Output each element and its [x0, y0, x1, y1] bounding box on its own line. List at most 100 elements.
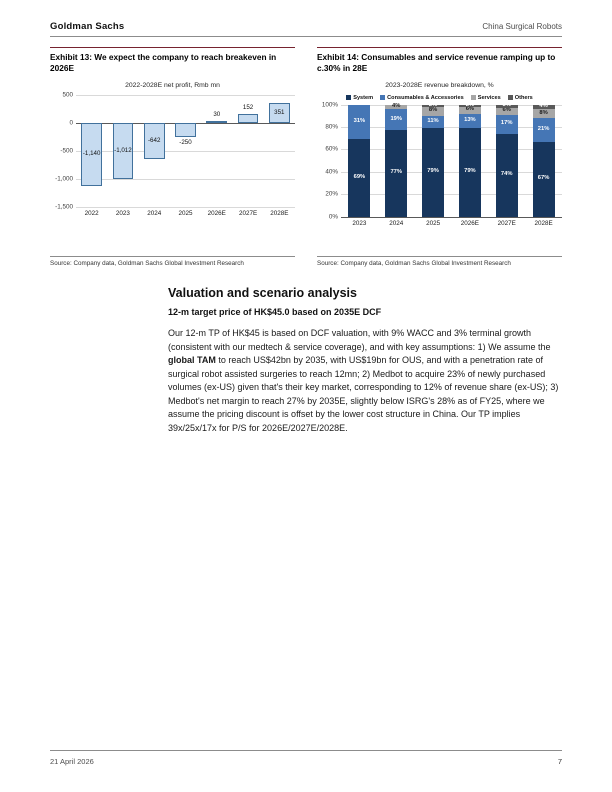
- exhibit-13-chart-title: 2022-2028E net profit, Rmb mn: [125, 81, 220, 89]
- net-profit-bar-2025: [175, 122, 196, 137]
- bar-column-2022: -1,140: [76, 95, 107, 207]
- exhibit-13: Exhibit 13: We expect the company to rea…: [50, 47, 295, 267]
- footer-divider: [50, 750, 562, 751]
- y-axis-tick-label: 500: [62, 91, 73, 99]
- segment-system-2024: [385, 130, 408, 217]
- exhibit-14: Exhibit 14: Consumables and service reve…: [317, 47, 562, 267]
- inline-text: Our 12-m TP of HK$45 is based on DCF val…: [168, 328, 551, 352]
- exhibit-13-source: Source: Company data, Goldman Sachs Glob…: [50, 260, 244, 267]
- legend-swatch-consumables-accessories: [380, 95, 386, 101]
- header-divider: [50, 36, 562, 37]
- segment-value-label: 6%: [465, 106, 475, 113]
- segment-others-2027e: [495, 104, 518, 108]
- y-axis-tick-label: 40%: [325, 168, 338, 176]
- revenue-chart-area: 0% 20% 40% 60% 80% 100% 69% 31% 77% 19% 4% 79% 11% 8%…: [317, 101, 562, 221]
- segment-value-label: 6%: [502, 107, 511, 114]
- exhibit-14-top-rule: [317, 47, 562, 48]
- legend-swatch-system: [346, 95, 352, 101]
- revenue-breakdown-stacked-chart: System Consumables & Accessories Services O…: [317, 95, 562, 227]
- bar-value-label: 152: [242, 104, 254, 112]
- x-axis-label: 2028E: [270, 209, 289, 217]
- x-axis: 2023 2024 2025 2026E 2027E 2028E: [341, 220, 562, 227]
- segment-value-label: 8%: [539, 109, 548, 116]
- gridline: [341, 194, 562, 196]
- x-axis-label: 2027E: [238, 209, 258, 217]
- document-title: China Surgical Robots: [482, 22, 562, 31]
- plot-area: -1,140 -1,012 -642 -250 30 152 351: [76, 94, 295, 208]
- exhibit-13-source-divider: [50, 256, 295, 260]
- segment-consumables-accessories-2025: [422, 115, 445, 129]
- bar-value-label: -1,012: [114, 146, 132, 154]
- stacked-column-2025: 79% 11% 8% 2%: [415, 102, 452, 217]
- x-axis-label: 2024: [389, 219, 404, 227]
- inline-text: to reach US$42bn by 2035, with US$19bn f…: [168, 355, 559, 433]
- section-heading: Valuation and scenario analysis: [168, 286, 357, 300]
- y-axis-tick-label: -1,500: [55, 203, 73, 211]
- segment-value-label: 8%: [428, 107, 438, 114]
- stacked-column-2028e: 67% 21% 8% 4%: [525, 102, 562, 217]
- stacked-column-2027e: 74% 17% 6% 3%: [488, 102, 525, 217]
- net-profit-bar-2026e: [206, 120, 228, 123]
- y-axis-tick-label: -1,000: [55, 175, 73, 183]
- segment-consumables-accessories-2026e: [458, 113, 481, 129]
- page-header: Goldman Sachs China Surgical Robots: [50, 21, 562, 32]
- y-axis-tick-label: 100%: [321, 101, 338, 109]
- gridline: [76, 206, 295, 208]
- segment-others-2028e: [532, 104, 555, 110]
- legend-label: System: [353, 94, 374, 101]
- segment-system-2028e: [532, 141, 555, 217]
- y-axis: 0% 20% 40% 60% 80% 100%: [317, 101, 341, 221]
- segment-value-label: 69%: [353, 173, 366, 180]
- segment-value-label: 17%: [500, 120, 513, 127]
- brand-logo-text: Goldman Sachs: [50, 21, 125, 32]
- segment-value-label: 11%: [427, 117, 439, 124]
- x-axis-label: 2026E: [207, 209, 226, 217]
- segment-consumables-accessories-2027e: [495, 114, 518, 134]
- segment-value-label: 3%: [502, 102, 511, 109]
- bar-column-2025: -250: [170, 95, 201, 207]
- segment-value-label: 4%: [392, 102, 401, 109]
- legend-label: Services: [477, 94, 501, 101]
- segment-value-label: 13%: [464, 116, 476, 123]
- segment-services-2025: [422, 106, 445, 116]
- x-axis-label: 2023: [115, 209, 130, 217]
- gridline: [341, 104, 562, 106]
- legend-item-others: Others: [507, 95, 533, 101]
- plot-area: 69% 31% 77% 19% 4% 79% 11% 8% 2% 79% 13% 6% 2% 74% 17%…: [341, 102, 562, 218]
- gridline: [76, 150, 295, 152]
- bar-value-label: -1,140: [82, 150, 101, 158]
- segment-system-2026e: [458, 128, 481, 217]
- net-profit-bar-chart: 500 0 -500 -1,000 -1,500 -1,140 -1,012 -642 -250…: [50, 91, 295, 217]
- segment-value-label: 4%: [539, 102, 548, 109]
- segment-services-2027e: [495, 107, 518, 115]
- x-axis-label: 2022: [84, 209, 99, 217]
- bold-inline-text: global TAM: [168, 355, 216, 365]
- segment-value-label: 77%: [390, 169, 403, 176]
- y-axis-tick-label: 80%: [325, 123, 338, 131]
- segment-value-label: 74%: [500, 171, 513, 178]
- footer-page-number: 7: [557, 757, 562, 766]
- bar-column-2023: -1,012: [107, 95, 138, 207]
- bar-value-label: -250: [179, 138, 192, 146]
- segment-services-2028e: [532, 109, 555, 119]
- y-axis: 500 0 -500 -1,000 -1,500: [50, 91, 76, 211]
- exhibit-14-source-divider: [317, 256, 562, 260]
- net-profit-bar-2028e: [269, 102, 290, 123]
- net-profit-bar-2023: [112, 122, 134, 180]
- segment-system-2023: [348, 139, 371, 217]
- segment-others-2025: [422, 104, 445, 107]
- bar-column-2026e: 30: [201, 95, 232, 207]
- x-axis-label: 2028E: [534, 219, 553, 227]
- page-footer: 21 April 2026 7: [50, 757, 562, 766]
- net-profit-chart-area: 500 0 -500 -1,000 -1,500 -1,140 -1,012 -642 -250…: [50, 91, 295, 211]
- segment-consumables-accessories-2023: [348, 104, 371, 140]
- y-axis-tick-label: 0%: [328, 213, 338, 221]
- net-profit-bar-2027e: [237, 114, 259, 123]
- gridline: [341, 126, 562, 128]
- segment-services-2026e: [458, 106, 481, 114]
- stacked-column-2026e: 79% 13% 6% 2%: [451, 102, 488, 217]
- x-axis-label: 2023: [352, 219, 367, 227]
- bar-value-label: 351: [274, 108, 285, 116]
- segment-value-label: 31%: [353, 117, 366, 124]
